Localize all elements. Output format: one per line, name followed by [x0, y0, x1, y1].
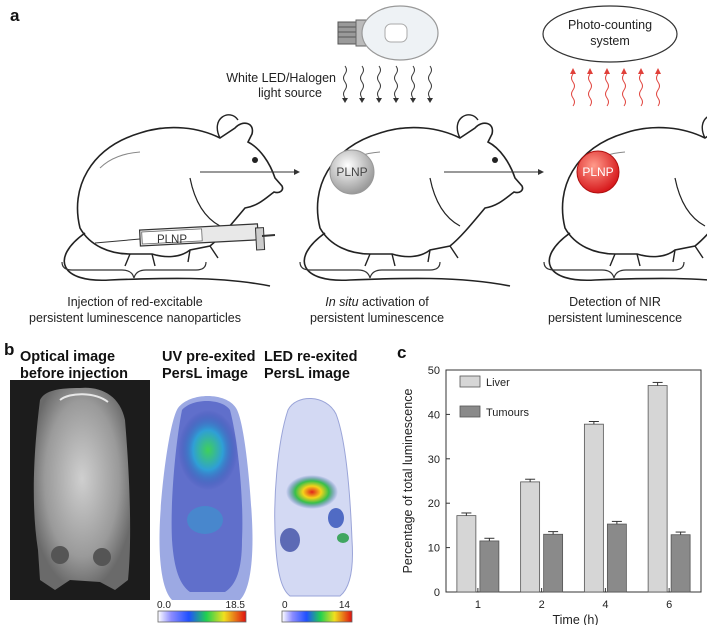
- panel-b-letter: b: [4, 340, 15, 359]
- x-tick-label: 4: [602, 599, 608, 611]
- x-tick-label: 6: [666, 599, 672, 611]
- optical-image: [10, 380, 150, 600]
- bar-liver: [520, 481, 541, 593]
- panel-b-head3-line1: LED re-exited: [264, 349, 358, 365]
- y-tick-label: 50: [428, 365, 440, 377]
- y-tick-label: 40: [428, 409, 440, 421]
- light-bulb-icon: [337, 5, 439, 61]
- mouse3-plnp-label: PLNP: [582, 165, 613, 179]
- bar-tumours: [606, 523, 627, 593]
- y-tick-label: 10: [428, 543, 440, 555]
- panel-c-letter: c: [397, 343, 407, 362]
- photo-system-line1: Photo-counting: [567, 18, 653, 32]
- x-axis-label: Time (h): [552, 613, 598, 625]
- x-tick-label: 2: [539, 599, 545, 611]
- bar-tumours: [670, 534, 691, 593]
- bar-liver: [647, 385, 668, 593]
- panel-b-head1-line1: Optical image: [20, 349, 116, 365]
- panel-a-letter: a: [10, 6, 20, 25]
- emission-arrows: [571, 73, 660, 107]
- caption3-line2: persistent luminescence: [547, 311, 683, 325]
- colorbar-uv: [157, 610, 247, 623]
- legend-label-liver: Liver: [486, 377, 510, 389]
- caption3-line1: Detection of NIR: [569, 295, 661, 309]
- scale2-max: 14: [339, 600, 351, 611]
- scale2-min: 0: [282, 600, 288, 611]
- y-tick-label: 0: [434, 587, 440, 599]
- brace-1: [61, 261, 207, 279]
- scale1-min: 0.0: [157, 600, 171, 611]
- panel-b-head2-line2: PersL image: [162, 366, 248, 382]
- panel-a-illustration: PLNP PLNP PLNP: [61, 5, 707, 287]
- light-label-line2: light source: [258, 86, 322, 100]
- light-label-line1: White LED/Halogen: [226, 71, 336, 85]
- mouse-2: [303, 114, 524, 287]
- caption2-italic: In situ: [325, 295, 359, 309]
- colorbar-led: [281, 610, 353, 623]
- scale1-max: 18.5: [226, 600, 246, 611]
- legend-swatch-liver: [459, 375, 481, 388]
- led-persl-image: [274, 397, 353, 597]
- process-arrow-2: [444, 169, 544, 175]
- brace-2: [299, 261, 441, 279]
- panel-b-head2-line1: UV pre-exited: [162, 349, 256, 365]
- y-tick-label: 30: [428, 454, 440, 466]
- legend-label-tumours: Tumours: [486, 407, 529, 419]
- uv-persl-image: [159, 396, 253, 600]
- syringe-icon: [94, 223, 276, 251]
- y-axis-label: Percentage of total luminescence: [401, 389, 415, 574]
- plot-frame: [445, 369, 702, 593]
- panel-b-head3-line2: PersL image: [264, 366, 350, 382]
- bar-tumours: [479, 540, 500, 593]
- brace-3: [543, 261, 685, 279]
- process-arrow-1: [200, 169, 300, 175]
- syringe-plnp-label: PLNP: [157, 234, 187, 246]
- panel-b-images: 0.0 18.5 0 14: [10, 380, 353, 623]
- bar-liver: [456, 515, 477, 593]
- caption1-line1: Injection of red-excitable: [67, 295, 203, 309]
- photo-system-line2: system: [590, 34, 630, 48]
- mouse-3: [548, 114, 707, 287]
- bar-liver: [583, 423, 604, 593]
- luminescence-bar-chart: 0 10 20 30 40 50 Percentage of total luminesce…: [401, 365, 702, 625]
- caption2-rest: activation of: [358, 295, 429, 309]
- y-tick-label: 20: [428, 498, 440, 510]
- photo-counting-ellipse: [542, 5, 678, 63]
- panel-b-head1-line2: before injection: [20, 366, 128, 382]
- bar-tumours: [543, 533, 564, 593]
- mouse-1: [63, 114, 284, 287]
- mouse2-plnp-label: PLNP: [336, 165, 367, 179]
- light-arrows: [343, 65, 432, 99]
- legend-swatch-tumours: [459, 405, 481, 418]
- caption2-line1: In situ activation of: [282, 294, 472, 310]
- caption1-line2: persistent luminescence nanoparticles: [29, 311, 241, 325]
- caption2-line2: persistent luminescence: [309, 311, 445, 325]
- x-tick-label: 1: [475, 599, 481, 611]
